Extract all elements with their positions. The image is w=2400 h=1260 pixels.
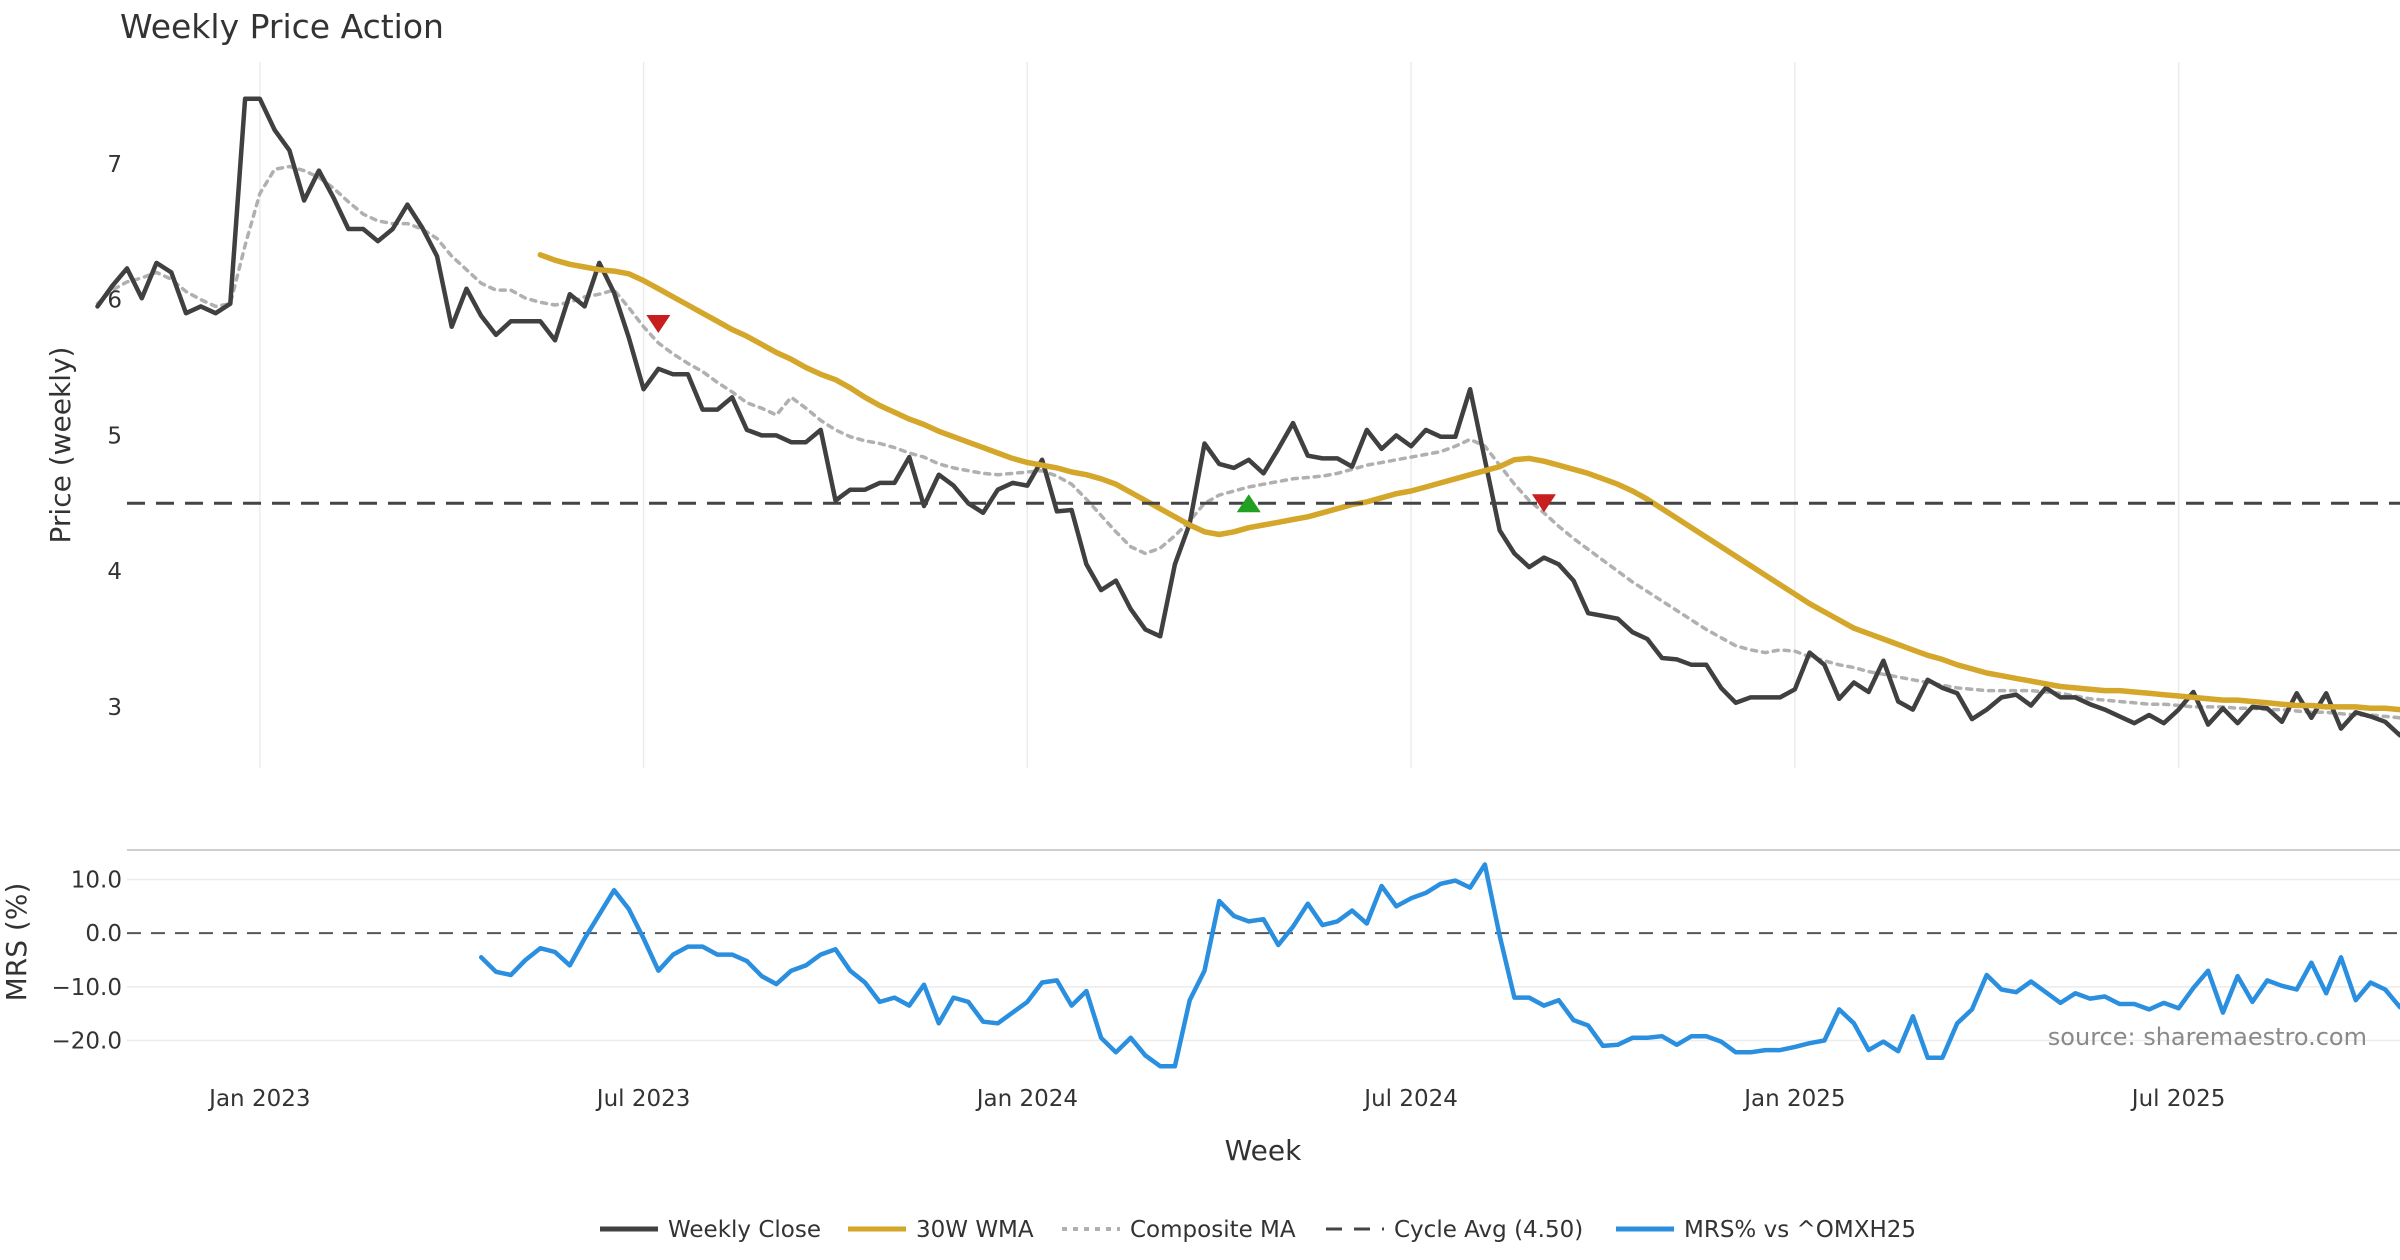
mrs-axis-title: MRS (%) — [0, 883, 33, 1002]
axes: Jan 2023 Jul 2023 Jan 2024 Jul 2024 Jan 2025… — [52, 152, 2226, 1112]
x-tick-label: Jul 2024 — [1362, 1086, 1458, 1112]
signal-markers — [646, 315, 1556, 513]
legend-label: 30W WMA — [916, 1217, 1034, 1243]
price-y-tick-label: 7 — [107, 152, 122, 178]
price-y-tick-label: 5 — [107, 423, 122, 449]
price-grid — [259, 62, 2180, 768]
series-mrs — [478, 862, 2400, 1069]
buy-signal-marker — [1236, 494, 1261, 513]
legend-label: Cycle Avg (4.50) — [1394, 1217, 1583, 1243]
legend-label: MRS% vs ^OMXH25 — [1684, 1217, 1916, 1243]
price-y-tick-label: 4 — [107, 559, 122, 585]
mrs-lines — [478, 862, 2400, 1069]
x-tick-label: Jul 2025 — [2130, 1086, 2226, 1112]
series-weekly-close — [95, 96, 2400, 738]
x-tick-label: Jan 2025 — [1742, 1086, 1845, 1112]
price-y-tick-label: 6 — [107, 288, 122, 314]
legend-label: Composite MA — [1130, 1217, 1296, 1243]
x-tick-label: Jul 2023 — [595, 1086, 691, 1112]
sell-signal-marker — [646, 315, 671, 334]
price-lines — [95, 96, 2400, 738]
legend-label: Weekly Close — [668, 1217, 821, 1243]
x-axis-title: Week — [1225, 1134, 1302, 1167]
legend: Weekly Close 30W WMA Composite MA Cycle Avg… — [600, 1217, 1916, 1243]
series-30w-wma — [537, 252, 2400, 713]
price-axis-title: Price (weekly) — [44, 347, 77, 544]
mrs-y-tick-label: −20.0 — [52, 1028, 122, 1054]
mrs-y-tick-label: 10.0 — [71, 868, 122, 894]
x-tick-label: Jan 2024 — [975, 1086, 1078, 1112]
mrs-y-tick-label: −10.0 — [52, 975, 122, 1001]
mrs-y-tick-label: 0.0 — [85, 921, 122, 947]
chart-title: Weekly Price Action — [120, 7, 444, 46]
source-watermark: source: sharemaestro.com — [2048, 1023, 2367, 1051]
x-tick-label: Jan 2023 — [207, 1086, 310, 1112]
series-composite-ma — [95, 164, 2400, 720]
price-y-tick-label: 3 — [107, 695, 122, 721]
mrs-grid — [127, 849, 2400, 1042]
sell-signal-marker — [1531, 494, 1556, 513]
